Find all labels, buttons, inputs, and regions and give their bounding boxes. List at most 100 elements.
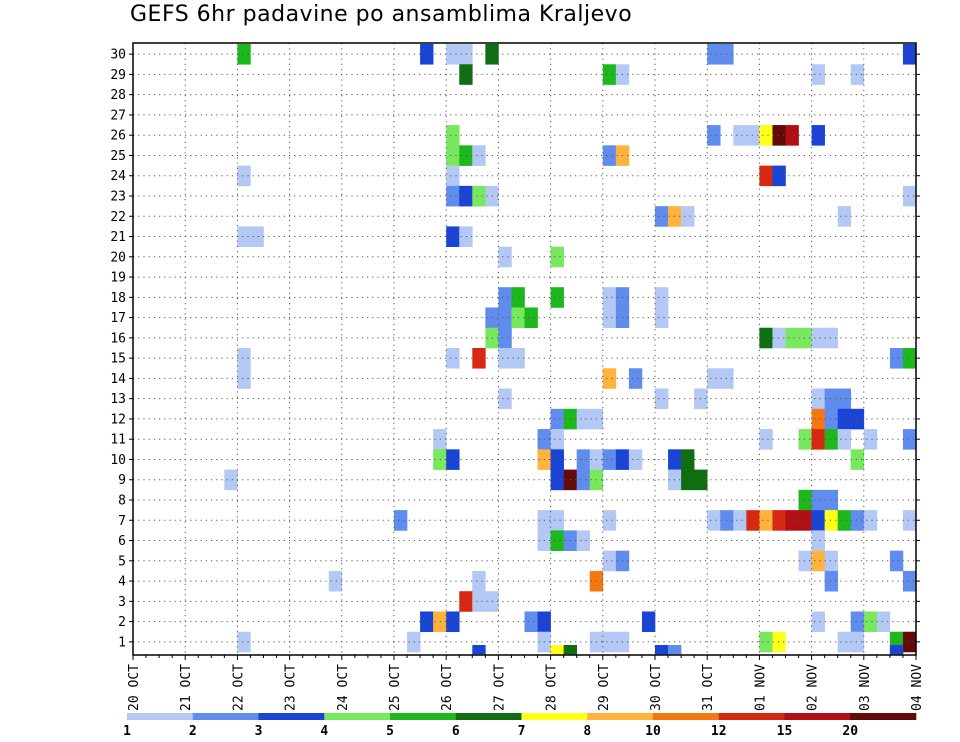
heatmap-cell: [328, 570, 343, 592]
colorbar-label: 5: [386, 724, 394, 739]
heatmap-cell: [655, 307, 669, 329]
heatmap-cell: [785, 510, 799, 531]
heatmap-cell: [576, 449, 591, 470]
heatmap-cell: [602, 550, 617, 572]
heatmap-cell: [498, 287, 512, 308]
heatmap-cell: [550, 530, 564, 551]
heatmap-cell: [902, 348, 917, 369]
colorbar-label: 2: [189, 724, 197, 739]
heatmap-cell: [824, 408, 838, 430]
heatmap-cell: [863, 429, 878, 450]
y-tick-label: 13: [110, 392, 126, 407]
heatmap-cell: [237, 368, 251, 389]
heatmap-cell: [863, 611, 878, 633]
heatmap-cell: [850, 631, 865, 653]
heatmap-cell: [811, 429, 825, 450]
heatmap-cell: [733, 510, 747, 531]
colorbar-segment: [258, 713, 325, 720]
y-tick-label: 8: [118, 494, 126, 509]
y-tick-label: 28: [110, 88, 126, 103]
y-tick-label: 24: [110, 169, 126, 184]
colorbar-segment: [653, 713, 720, 720]
heatmap-cell: [798, 550, 812, 572]
heatmap-cell: [785, 327, 799, 349]
y-tick-label: 29: [110, 68, 126, 83]
heatmap-cell: [602, 145, 617, 166]
chart-title: GEFS 6hr padavine po ansamblima Kraljevo: [130, 2, 633, 27]
y-tick-label: 2: [118, 615, 126, 630]
heatmap-cell: [602, 368, 617, 389]
colorbar-label: 1: [123, 724, 131, 739]
heatmap-cell: [811, 408, 825, 430]
heatmap-cell: [746, 125, 760, 146]
heatmap-cell: [550, 287, 564, 308]
heatmap-cell: [889, 550, 904, 572]
heatmap-cell: [772, 510, 786, 531]
colorbar-segment: [127, 713, 194, 720]
y-tick-label: 3: [118, 595, 126, 610]
heatmap-cell: [472, 185, 486, 207]
heatmap-cell: [811, 530, 825, 551]
x-tick-label: 01 NOV: [753, 664, 768, 711]
heatmap-cell: [850, 611, 865, 633]
heatmap-cell: [798, 327, 812, 349]
heatmap-cell: [837, 388, 852, 410]
y-tick-label: 17: [110, 311, 126, 326]
y-tick-label: 19: [110, 271, 126, 286]
heatmap-cell: [902, 510, 917, 531]
heatmap-cell: [498, 246, 512, 268]
heatmap-cell: [902, 429, 917, 450]
y-tick-label: 27: [110, 108, 126, 123]
heatmap-cell: [902, 570, 917, 592]
heatmap-cell: [576, 408, 591, 430]
heatmap-cell: [237, 44, 251, 65]
y-tick-label: 20: [110, 250, 126, 265]
heatmap-cell: [902, 185, 917, 207]
heatmap-cell: [824, 388, 838, 410]
heatmap-cell: [446, 145, 460, 166]
heatmap-cell: [550, 408, 564, 430]
heatmap-cell: [576, 469, 591, 491]
heatmap-cell: [472, 145, 486, 166]
heatmap-cell: [498, 307, 512, 329]
heatmap-cell: [876, 611, 891, 633]
colorbar-legend: 1 2 3 4 5 6 7 8 10 12 15 20: [123, 713, 917, 739]
heatmap-cell: [472, 348, 486, 369]
y-tick-label: 6: [118, 534, 126, 549]
y-tick-label: 26: [110, 129, 126, 144]
y-tick-label: 22: [110, 210, 126, 225]
colorbar-segment: [850, 713, 917, 720]
heatmap-cell: [681, 449, 695, 470]
heatmap-cell: [250, 226, 264, 247]
heatmap-cell: [759, 631, 773, 653]
heatmap-cell: [550, 510, 564, 531]
heatmap-cell: [237, 631, 251, 653]
heatmap-cell: [628, 449, 643, 470]
heatmap-cell: [446, 226, 460, 247]
y-tick-label: 1: [118, 635, 126, 650]
y-tick-label: 7: [118, 514, 126, 529]
x-tick-label: 27 OCT: [492, 664, 507, 711]
heatmap-cell: [837, 631, 852, 653]
heatmap-cell: [824, 550, 838, 572]
heatmap-cell: [707, 510, 721, 531]
colorbar-segment: [324, 713, 391, 720]
heatmap-cell: [237, 165, 251, 187]
colorbar-segment: [521, 713, 588, 720]
heatmap-cell: [824, 570, 838, 592]
x-tick-label: 22 OCT: [231, 664, 246, 711]
heatmap-cell: [237, 348, 251, 369]
heatmap-cell: [681, 469, 695, 491]
x-tick-label: 28 OCT: [545, 664, 560, 711]
heatmap-cell: [472, 570, 486, 592]
colorbar-segment: [587, 713, 654, 720]
y-axis: 3029282726252423222120191817161514131211…: [110, 48, 920, 650]
x-tick-label: 04 NOV: [910, 664, 925, 711]
heatmap-cell: [524, 611, 538, 633]
heatmap-cell: [824, 327, 838, 349]
heatmap-cell: [602, 287, 617, 308]
heatmap-cell: [889, 348, 904, 369]
heatmap-cell: [498, 348, 512, 369]
heatmap-cell: [772, 631, 786, 653]
y-tick-label: 11: [110, 433, 126, 448]
